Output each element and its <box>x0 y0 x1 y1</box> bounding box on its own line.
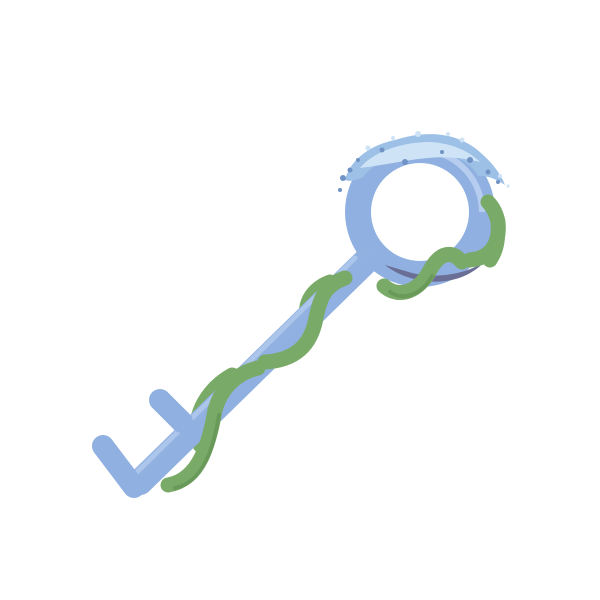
frost <box>338 131 510 192</box>
vine <box>160 194 506 493</box>
vine-back <box>189 197 505 453</box>
ring-inner-shadow <box>385 258 488 282</box>
vine-shading <box>173 274 434 490</box>
key-teeth <box>92 389 193 498</box>
